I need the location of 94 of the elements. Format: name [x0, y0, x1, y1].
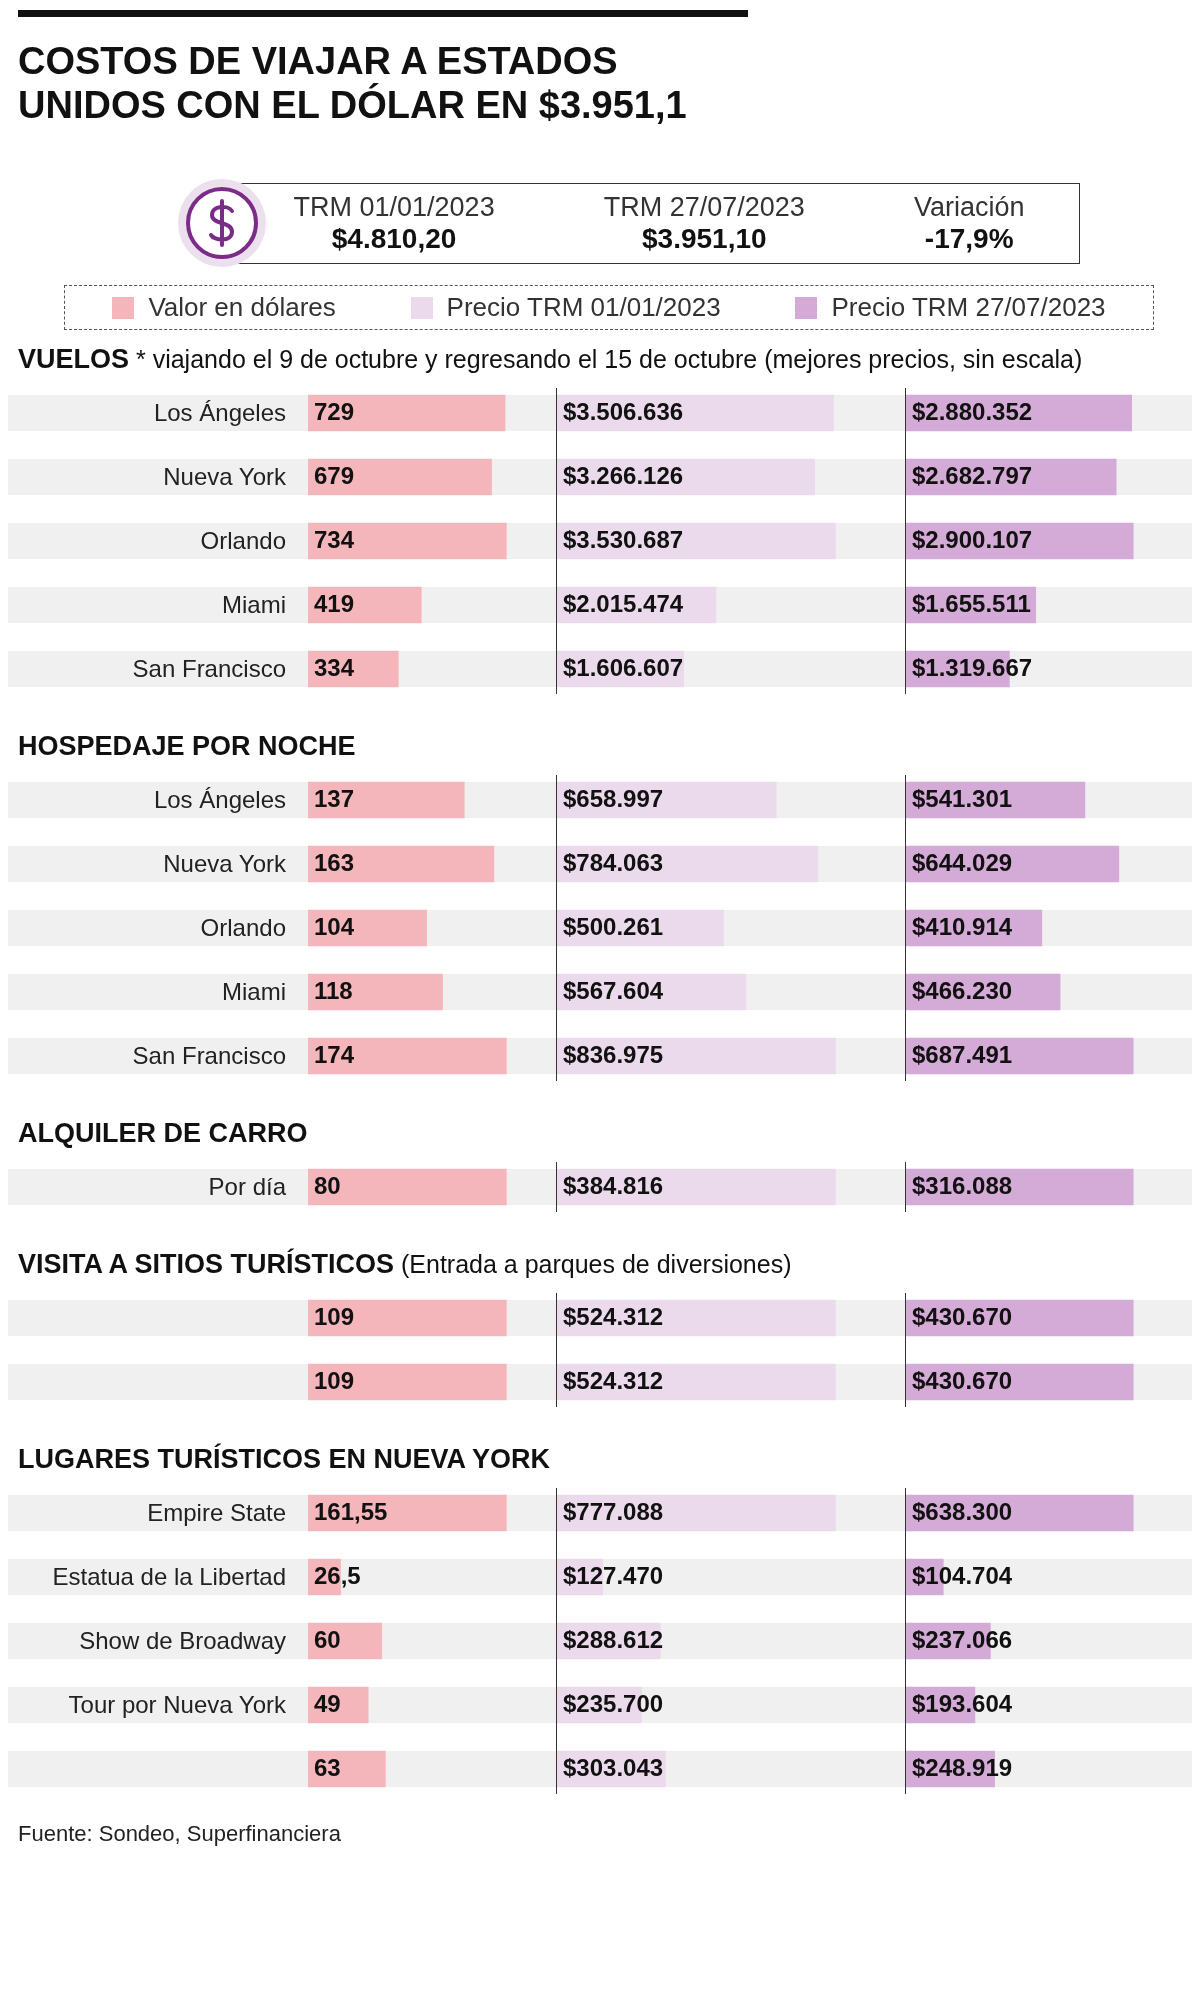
- text: TRM 27/07/2023: [603, 191, 805, 223]
- text: COSTOS DE VIAJAR A ESTADOS UNIDOS CON EL DÓLAR EN $3.951,1: [18, 39, 688, 127]
- data-label: 174: [314, 1040, 355, 1068]
- data-label: $410.914: [912, 912, 1013, 940]
- data-label: $127.470: [563, 1561, 664, 1589]
- data-label: $2.015.474: [563, 589, 684, 617]
- chart-title: VISITA A SITIOS TURÍSTICOS: [18, 1249, 395, 1279]
- data-label: 118: [314, 976, 353, 1004]
- data-label: $237.066: [912, 1625, 1013, 1653]
- data-label: $384.816: [563, 1171, 664, 1199]
- text: $4.810,20: [330, 222, 458, 255]
- data-label: $193.604: [912, 1689, 1013, 1717]
- chart-title: HOSPEDAJE POR NOCHE: [18, 731, 356, 761]
- y-tick-label: Los Ángeles: [152, 785, 287, 815]
- data-label: $524.312: [563, 1302, 664, 1330]
- data-label: $784.063: [563, 848, 664, 876]
- bar: [308, 1037, 507, 1075]
- data-label: $430.670: [912, 1366, 1013, 1394]
- data-label: $777.088: [563, 1497, 664, 1525]
- data-label: $836.975: [563, 1040, 664, 1068]
- data-label: 679: [314, 461, 355, 489]
- data-label: $3.506.636: [563, 397, 684, 425]
- text: $3.951,10: [641, 222, 768, 255]
- text: * viajando el 9 de octubre y regresando el 15 de octubre (mejores precios, sin escala): [135, 345, 1083, 373]
- text: (Entrada a parques de diversiones): [400, 1250, 792, 1278]
- legend-label: Precio TRM 27/07/2023: [831, 292, 1106, 323]
- data-label: $248.919: [912, 1753, 1013, 1781]
- bar: [308, 394, 506, 432]
- chart-title: LUGARES TURÍSTICOS EN NUEVA YORK: [18, 1444, 551, 1474]
- data-label: $644.029: [912, 848, 1013, 876]
- source-note: Fuente: Sondeo, Superfinanciera: [18, 1821, 342, 1847]
- data-label: 60: [314, 1625, 341, 1653]
- data-label: $1.606.607: [563, 653, 684, 681]
- text: Variación: [913, 191, 1025, 223]
- data-label: $288.612: [563, 1625, 664, 1653]
- data-label: $524.312: [563, 1366, 664, 1394]
- data-label: $500.261: [563, 912, 664, 940]
- data-label: $638.300: [912, 1497, 1013, 1525]
- y-tick-label: Show de Broadway: [78, 1626, 287, 1656]
- text: VUELOS: [18, 344, 130, 374]
- data-label: $2.880.352: [912, 397, 1033, 425]
- data-label: $2.900.107: [912, 525, 1033, 553]
- data-label: 80: [314, 1171, 341, 1199]
- data-label: 63: [314, 1753, 341, 1781]
- y-tick-label: Nueva York: [162, 849, 287, 879]
- y-tick-label: Orlando: [199, 526, 287, 556]
- data-label: $104.704: [912, 1561, 1013, 1589]
- data-label: 161,55: [314, 1497, 388, 1525]
- data-label: 334: [314, 653, 355, 681]
- y-tick-label: Tour por Nueva York: [67, 1690, 287, 1720]
- data-label: $303.043: [563, 1753, 664, 1781]
- data-label: 419: [314, 589, 355, 617]
- data-label: $658.997: [563, 784, 664, 812]
- data-label: $235.700: [563, 1689, 664, 1717]
- bar: [308, 973, 443, 1011]
- y-tick-label: Miami: [221, 590, 287, 620]
- data-label: 729: [314, 397, 355, 425]
- y-tick-label: Miami: [221, 977, 287, 1007]
- legend-label: Precio TRM 01/01/2023: [446, 292, 721, 323]
- data-label: $3.530.687: [563, 525, 684, 553]
- data-label: 49: [314, 1689, 341, 1717]
- bar: [308, 522, 507, 560]
- chart-title: ALQUILER DE CARRO: [18, 1118, 308, 1148]
- bar: [308, 781, 465, 819]
- data-label: $567.604: [563, 976, 664, 1004]
- y-tick-label: Los Ángeles: [152, 398, 287, 428]
- data-label: 26,5: [314, 1561, 361, 1589]
- data-label: $466.230: [912, 976, 1013, 1004]
- data-label: $687.491: [912, 1040, 1013, 1068]
- y-tick-label: Nueva York: [162, 462, 287, 492]
- data-label: $541.301: [912, 784, 1013, 812]
- data-label: $3.266.126: [563, 461, 684, 489]
- data-label: $1.655.511: [912, 589, 1031, 617]
- y-tick-label: Estatua de la Libertad: [51, 1562, 287, 1592]
- data-label: 734: [314, 525, 355, 553]
- data-label: 137: [314, 784, 355, 812]
- legend-label: Valor en dólares: [148, 292, 336, 323]
- bar: [308, 845, 495, 883]
- data-label: 163: [314, 848, 355, 876]
- data-label: 109: [314, 1366, 355, 1394]
- data-label: $2.682.797: [912, 461, 1033, 489]
- data-label: $1.319.667: [912, 653, 1033, 681]
- data-label: 104: [314, 912, 355, 940]
- y-tick-label: San Francisco: [131, 654, 287, 684]
- text: -17,9%: [923, 222, 1015, 255]
- y-tick-label: San Francisco: [131, 1041, 287, 1071]
- data-label: $430.670: [912, 1302, 1013, 1330]
- y-tick-label: Empire State: [146, 1498, 287, 1528]
- text: TRM 01/01/2023: [293, 191, 495, 223]
- data-label: $316.088: [912, 1171, 1013, 1199]
- y-tick-label: Orlando: [199, 913, 287, 943]
- data-label: 109: [314, 1302, 355, 1330]
- y-tick-label: Por día: [207, 1172, 287, 1202]
- bar: [308, 458, 492, 496]
